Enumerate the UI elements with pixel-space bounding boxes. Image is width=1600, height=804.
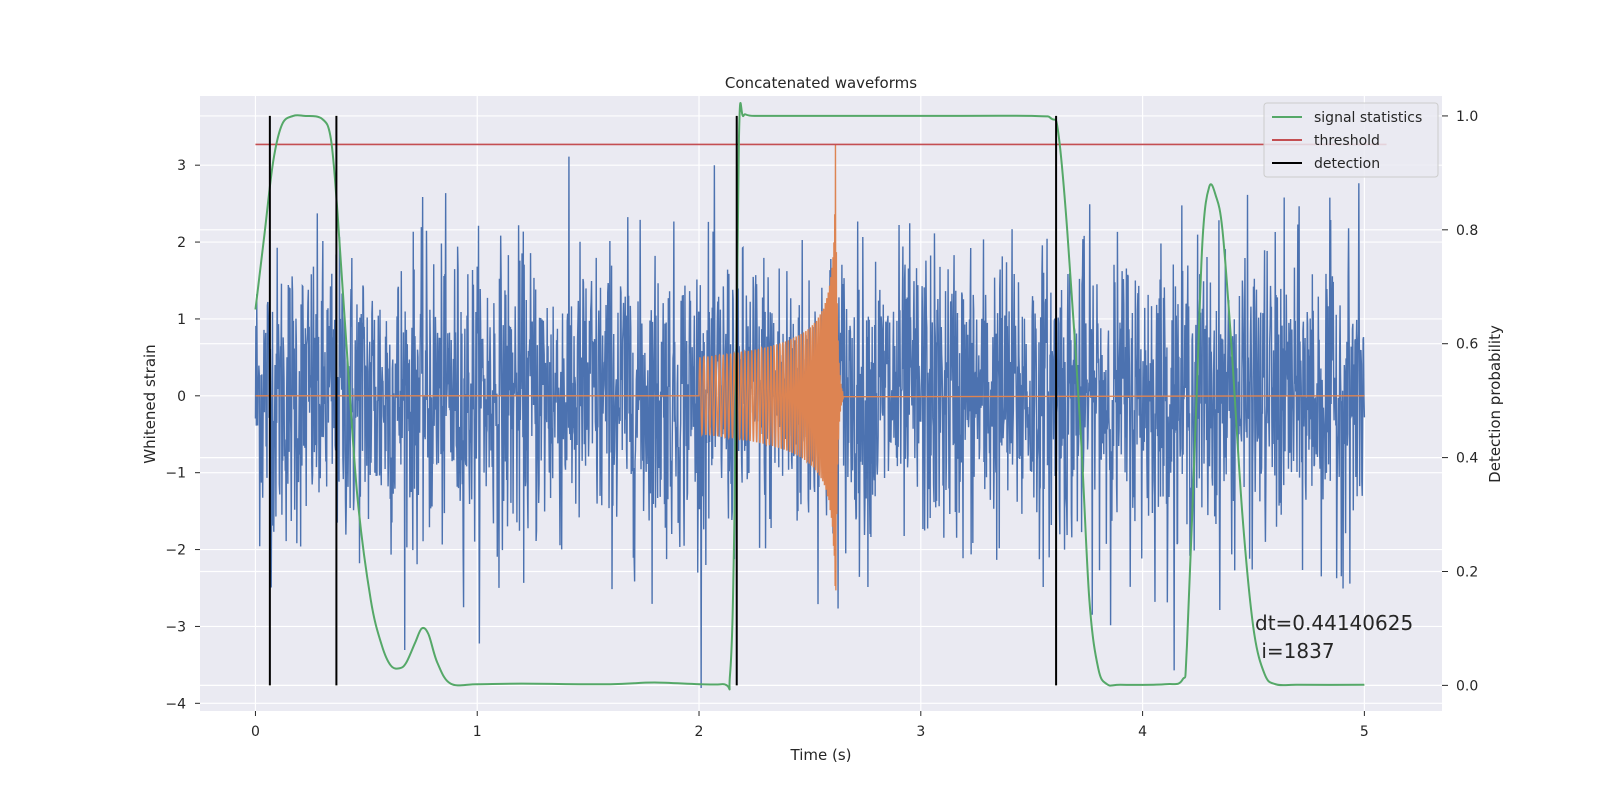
y-tick-label: −4 [165, 696, 186, 712]
x-axis-label: Time (s) [790, 746, 852, 764]
y-right-tick-label: 0.2 [1456, 564, 1478, 580]
x-tick-label: 3 [916, 724, 925, 740]
axes: 0 1 2 3 4 5 −4 −3 −2 −1 0 1 2 3 0.0 0.2 0.4 0.6 0.8 1.0 [165, 109, 1478, 740]
y-tick-label: −3 [165, 619, 186, 635]
legend-label-threshold: threshold [1314, 133, 1380, 149]
y-right-tick-label: 1.0 [1456, 109, 1478, 125]
x-tick-label: 2 [695, 724, 704, 740]
series [254, 102, 1387, 691]
legend-label-detection: detection [1314, 156, 1380, 172]
y-tick-label: 3 [177, 158, 186, 174]
y-right-tick-label: 0.8 [1456, 223, 1478, 239]
signal-statistics-line [254, 102, 1365, 691]
x-tick-label: 5 [1360, 724, 1369, 740]
x-tick-label: 0 [251, 724, 260, 740]
y-tick-label: −2 [165, 543, 186, 559]
legend-label-signal-statistics: signal statistics [1314, 110, 1422, 126]
injection-chirp-line [255, 143, 1365, 591]
y-tick-label: −1 [165, 466, 186, 482]
y-right-tick-label: 0.0 [1456, 678, 1478, 694]
x-tick-label: 4 [1138, 724, 1147, 740]
y-tick-label: 0 [177, 389, 186, 405]
y-axis-right-label: Detection probability [1486, 325, 1504, 483]
y-tick-label: 1 [177, 312, 186, 328]
y-axis-label: Whitened strain [141, 344, 159, 463]
y-right-tick-label: 0.4 [1456, 451, 1478, 467]
y-tick-label: 2 [177, 235, 186, 251]
legend-frame [1263, 102, 1439, 178]
y-right-tick-label: 0.6 [1456, 337, 1478, 353]
annotation-line-1: dt=0.44140625 [1255, 611, 1413, 635]
annotation-line-2: i=1837 [1255, 639, 1335, 663]
chart-title: Concatenated waveforms [725, 74, 917, 92]
x-tick-label: 1 [473, 724, 482, 740]
legend: signal statistics threshold detection [1263, 102, 1439, 178]
annotation: dt=0.44140625 i=1837 [1255, 611, 1413, 663]
